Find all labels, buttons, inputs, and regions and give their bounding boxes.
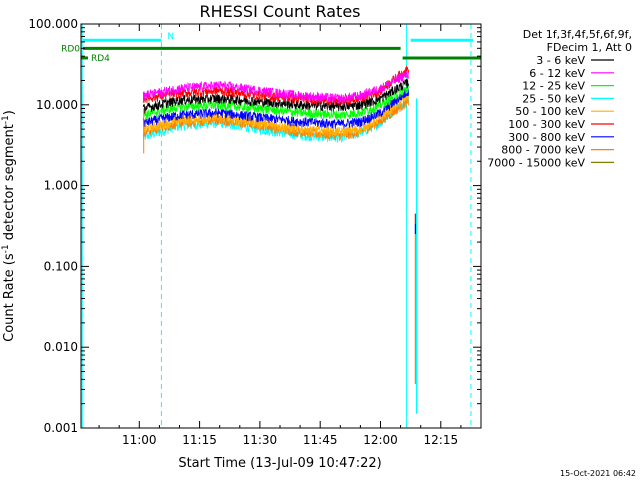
- legend-label-4: 50 - 100 keV: [515, 105, 585, 118]
- legend-label-0: 3 - 6 keV: [536, 54, 585, 67]
- legend-label-1: 6 - 12 keV: [529, 67, 585, 80]
- y-axis-label-sup: -1: [1, 244, 11, 253]
- legend-label-7: 800 - 7000 keV: [501, 144, 585, 157]
- state-bar-label-1: RD4: [91, 54, 110, 64]
- x-tick-label-4: 12:00: [363, 433, 398, 447]
- y-axis-label-end: ): [2, 110, 17, 115]
- x-tick-label-1: 11:15: [182, 433, 217, 447]
- y-axis-label: Count Rate (s-1 detector segment-1): [1, 110, 17, 342]
- x-tick-label-3: 11:45: [303, 433, 338, 447]
- legend-header-line1: Det 1f,3f,4f,5f,6f,9f,: [523, 28, 632, 41]
- state-bar-label-2: N: [167, 32, 174, 42]
- legend: Det 1f,3f,4f,5f,6f,9f, FDecim 1, Att 0 3…: [487, 28, 632, 169]
- legend-label-5: 100 - 300 keV: [508, 118, 585, 131]
- legend-label-8: 7000 - 15000 keV: [487, 156, 585, 169]
- y-axis-label-mid: detector segment: [2, 124, 17, 244]
- state-bar-label-0: RD0: [61, 44, 80, 54]
- series-line-0: [142, 78, 410, 115]
- legend-label-6: 300 - 800 keV: [508, 131, 585, 144]
- x-axis-label: Start Time (13-Jul-09 10:47:22): [178, 456, 381, 471]
- y-axis-label-main: Count Rate (s: [2, 253, 17, 342]
- y-tick-label-0: 100.000: [28, 17, 78, 31]
- y-tick-label-5: 0.001: [44, 421, 78, 435]
- footer-timestamp: 15-Oct-2021 06:42: [560, 469, 636, 478]
- x-tick-label-2: 11:30: [243, 433, 278, 447]
- legend-label-3: 25 - 50 keV: [522, 92, 585, 105]
- plot-frame: [80, 23, 482, 429]
- chart-title: RHESSI Count Rates: [200, 2, 361, 21]
- y-tick-label-1: 10.000: [36, 98, 78, 112]
- y-tick-label-3: 0.100: [44, 259, 78, 273]
- legend-label-2: 12 - 25 keV: [522, 80, 585, 93]
- legend-header-line2: FDecim 1, Att 0: [547, 41, 632, 54]
- y-tick-label-4: 0.010: [44, 340, 78, 354]
- series-line-6: [142, 87, 410, 129]
- x-tick-label-5: 12:15: [424, 433, 459, 447]
- y-axis-label-sup2: -1: [1, 115, 11, 124]
- series-line-2: [143, 85, 410, 120]
- y-tick-label-2: 1.000: [44, 179, 78, 193]
- x-tick-label-0: 11:00: [122, 433, 157, 447]
- series-line-1: [142, 69, 410, 104]
